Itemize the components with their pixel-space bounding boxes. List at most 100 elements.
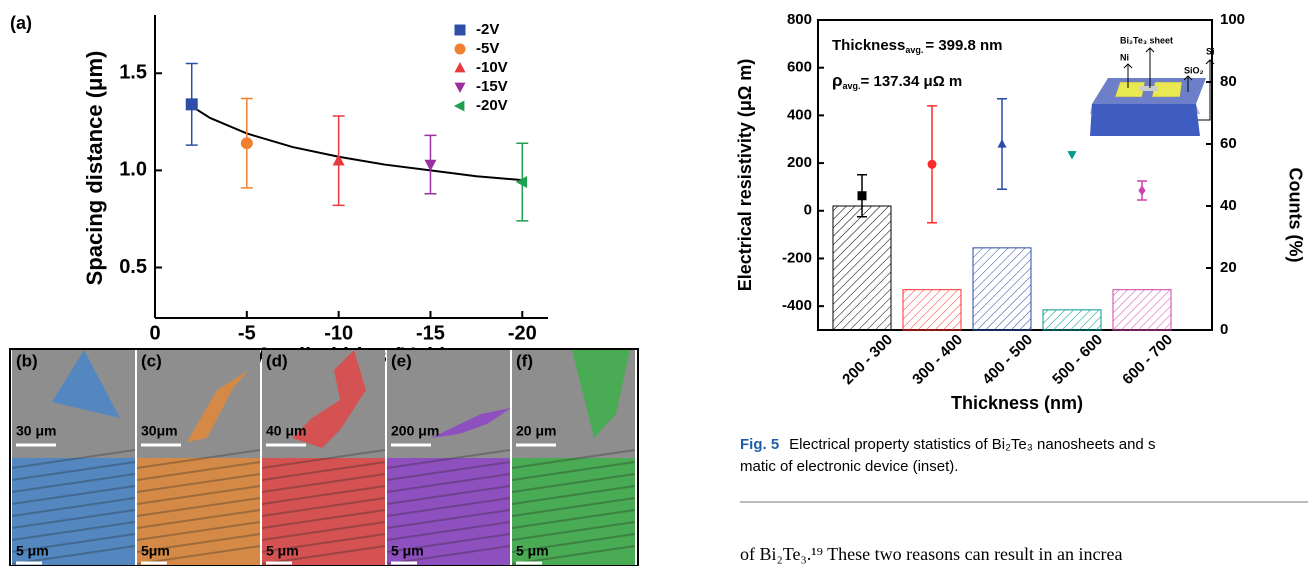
panel-shape bbox=[187, 370, 249, 442]
body-text: of Bi₂Te₃.¹⁹ These two reasons can resul… bbox=[740, 544, 1123, 564]
caption-text: Electrical property statistics of Bi₂Te₃… bbox=[789, 436, 1155, 453]
y2-tick-label: 60 bbox=[1220, 135, 1237, 152]
panel-texture bbox=[386, 545, 511, 565]
x-tick-label: 200 - 300 bbox=[839, 331, 896, 388]
y-tick-label: 400 bbox=[787, 106, 812, 123]
legend-label: -15V bbox=[476, 78, 508, 95]
y-tick-label: 600 bbox=[787, 59, 812, 76]
panel-texture bbox=[136, 473, 261, 493]
legend-marker bbox=[454, 43, 466, 55]
marker bbox=[927, 159, 937, 169]
panel-shape bbox=[52, 350, 120, 418]
inset: Ni Bi₂Te₃ sheet Si SiO₂ bbox=[1090, 35, 1215, 136]
panel-shape bbox=[292, 350, 366, 448]
annotation-sub: avg. bbox=[843, 81, 861, 91]
panel-label: (e) bbox=[391, 351, 412, 370]
marker bbox=[424, 159, 437, 172]
panel-texture bbox=[511, 521, 636, 541]
y-tick-label: 0.5 bbox=[119, 256, 147, 278]
legend-marker bbox=[453, 100, 465, 112]
inset-shape bbox=[1151, 81, 1183, 98]
y-tick-label: -400 bbox=[782, 297, 812, 314]
legend-label: -5V bbox=[476, 40, 499, 57]
panel-texture bbox=[511, 545, 636, 565]
bar bbox=[1042, 309, 1102, 331]
y-tick-label: -200 bbox=[782, 249, 812, 266]
y-axis-label: Electrical resistivity (μΩ m) bbox=[735, 59, 755, 292]
scale-label: 5μm bbox=[141, 543, 170, 559]
panel-texture bbox=[386, 449, 511, 469]
panel-texture bbox=[261, 497, 386, 517]
y-tick-label: 800 bbox=[787, 11, 812, 28]
inset-label: Bi₂Te₃ sheet bbox=[1120, 35, 1173, 45]
marker bbox=[857, 191, 867, 201]
panel-texture bbox=[386, 485, 511, 505]
panel-texture bbox=[11, 485, 136, 505]
x-tick-label: 500 - 600 bbox=[1049, 331, 1106, 388]
panel-fill bbox=[137, 458, 260, 566]
legend-label: -10V bbox=[476, 59, 508, 76]
panel-texture bbox=[511, 485, 636, 505]
y2-axis-label: Counts (%) bbox=[1285, 168, 1305, 263]
legend-marker bbox=[454, 82, 466, 94]
panel-texture bbox=[11, 473, 136, 493]
panel-texture bbox=[511, 461, 636, 481]
legend-label: -2V bbox=[476, 21, 499, 38]
y-tick-label: 1.5 bbox=[119, 62, 147, 84]
panel-fill bbox=[12, 458, 135, 566]
panel-texture bbox=[511, 497, 636, 517]
scale-label: 5 μm bbox=[266, 543, 299, 559]
x-tick-label: -10 bbox=[324, 322, 353, 344]
panel-texture bbox=[136, 545, 261, 565]
inset-shape bbox=[1114, 81, 1146, 98]
panel-fill bbox=[262, 458, 385, 566]
inset-label: Ni bbox=[1120, 52, 1129, 62]
panel-texture bbox=[261, 533, 386, 553]
panel-texture bbox=[261, 545, 386, 565]
panel-label: (d) bbox=[266, 351, 288, 370]
panel-texture bbox=[11, 509, 136, 529]
panel-texture bbox=[11, 521, 136, 541]
marker bbox=[240, 137, 253, 150]
scale-label: 5 μm bbox=[516, 543, 549, 559]
panel-texture bbox=[386, 533, 511, 553]
legend-label: -20V bbox=[476, 97, 508, 114]
panel-texture bbox=[386, 509, 511, 529]
panel-texture bbox=[11, 545, 136, 565]
panel-texture bbox=[386, 497, 511, 517]
panel-shape bbox=[572, 350, 630, 438]
annotation: ρavg.= 137.34 μΩ m bbox=[832, 71, 962, 91]
panel-texture bbox=[11, 449, 136, 469]
annotation: Thicknessavg. = 399.8 nm bbox=[832, 37, 1003, 55]
marker bbox=[515, 176, 528, 189]
marker bbox=[1067, 151, 1077, 160]
panel-texture bbox=[261, 473, 386, 493]
panel-label: (a) bbox=[10, 13, 32, 33]
panel-texture bbox=[386, 461, 511, 481]
inset-label: Si bbox=[1206, 46, 1215, 56]
panel-fill bbox=[387, 458, 510, 566]
bar bbox=[902, 289, 962, 331]
panel-texture bbox=[261, 461, 386, 481]
panel-shape bbox=[431, 408, 511, 438]
panel-texture bbox=[11, 533, 136, 553]
panel-texture bbox=[261, 521, 386, 541]
panel-label: (b) bbox=[16, 351, 38, 370]
marker bbox=[185, 98, 198, 111]
inset-shape bbox=[1140, 86, 1158, 91]
x-tick-label: 0 bbox=[149, 322, 160, 344]
panel-texture bbox=[386, 521, 511, 541]
scale-label: 5 μm bbox=[16, 543, 49, 559]
y2-tick-label: 40 bbox=[1220, 197, 1237, 214]
annotation-text: ρ bbox=[832, 71, 843, 90]
bar bbox=[972, 247, 1032, 331]
scale-label: 20 μm bbox=[516, 423, 556, 439]
panel-label: (c) bbox=[141, 351, 162, 370]
caption: matic of electronic device (inset). bbox=[740, 458, 958, 475]
scale-label: 30μm bbox=[141, 423, 178, 439]
legend-marker bbox=[454, 24, 466, 36]
panel-label: (f) bbox=[516, 351, 533, 370]
panel-texture bbox=[11, 497, 136, 517]
y2-tick-label: 80 bbox=[1220, 73, 1237, 90]
